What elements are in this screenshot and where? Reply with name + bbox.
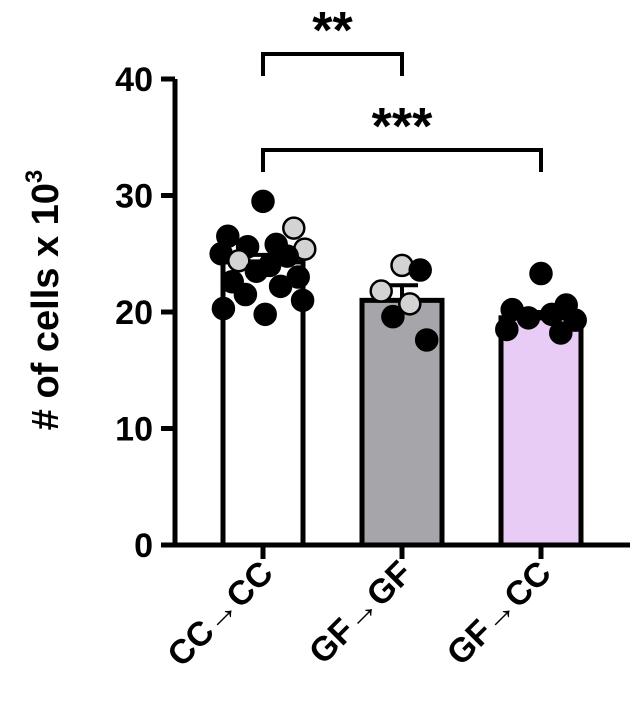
data-point-0-15 [290,288,315,313]
data-point-2-5 [563,308,587,332]
y-tick-label-1: 10 [115,411,153,449]
significance-bracket-1 [261,148,543,172]
y-tick-label-0: 0 [134,527,153,565]
y-tick-label-4: 40 [115,61,153,99]
data-point-1-5 [414,328,439,352]
data-point-1-2 [369,279,393,303]
significance-label-0: ** [312,2,353,60]
x-category-label-1: GF→GF [302,554,420,672]
svg-text:# of cells x 103: # of cells x 103 [21,170,67,431]
data-point-0-14 [233,282,258,307]
x-category-label-0: CC→CC [160,554,280,674]
bar-2 [498,315,584,548]
data-point-0-10 [244,259,269,283]
data-point-1-4 [381,304,405,329]
y-axis-title-text: # of cells x 10 [25,183,67,430]
data-point-2-3 [540,302,564,327]
data-point-2-4 [516,306,541,330]
data-point-0-13 [268,274,293,299]
y-tick-label-3: 30 [115,178,153,216]
x-category-label-2: GF→CC [440,554,559,673]
y-axis-title: # of cells x 103 [21,170,67,431]
significance-bracket-0 [261,52,404,76]
data-point-1-3 [398,292,422,316]
data-point-0-17 [253,302,277,327]
data-point-0-8 [227,248,251,273]
data-point-0-1 [282,216,306,240]
data-point-2-7 [549,321,573,345]
y-tick-label-2: 20 [115,294,153,332]
data-point-0-0 [251,189,275,214]
data-point-2-6 [495,317,519,342]
data-point-2-0 [529,261,553,286]
data-point-1-1 [408,258,432,282]
data-point-0-16 [211,296,236,321]
y-axis-title-superscript: 3 [21,170,48,183]
significance-label-1: *** [372,98,433,156]
